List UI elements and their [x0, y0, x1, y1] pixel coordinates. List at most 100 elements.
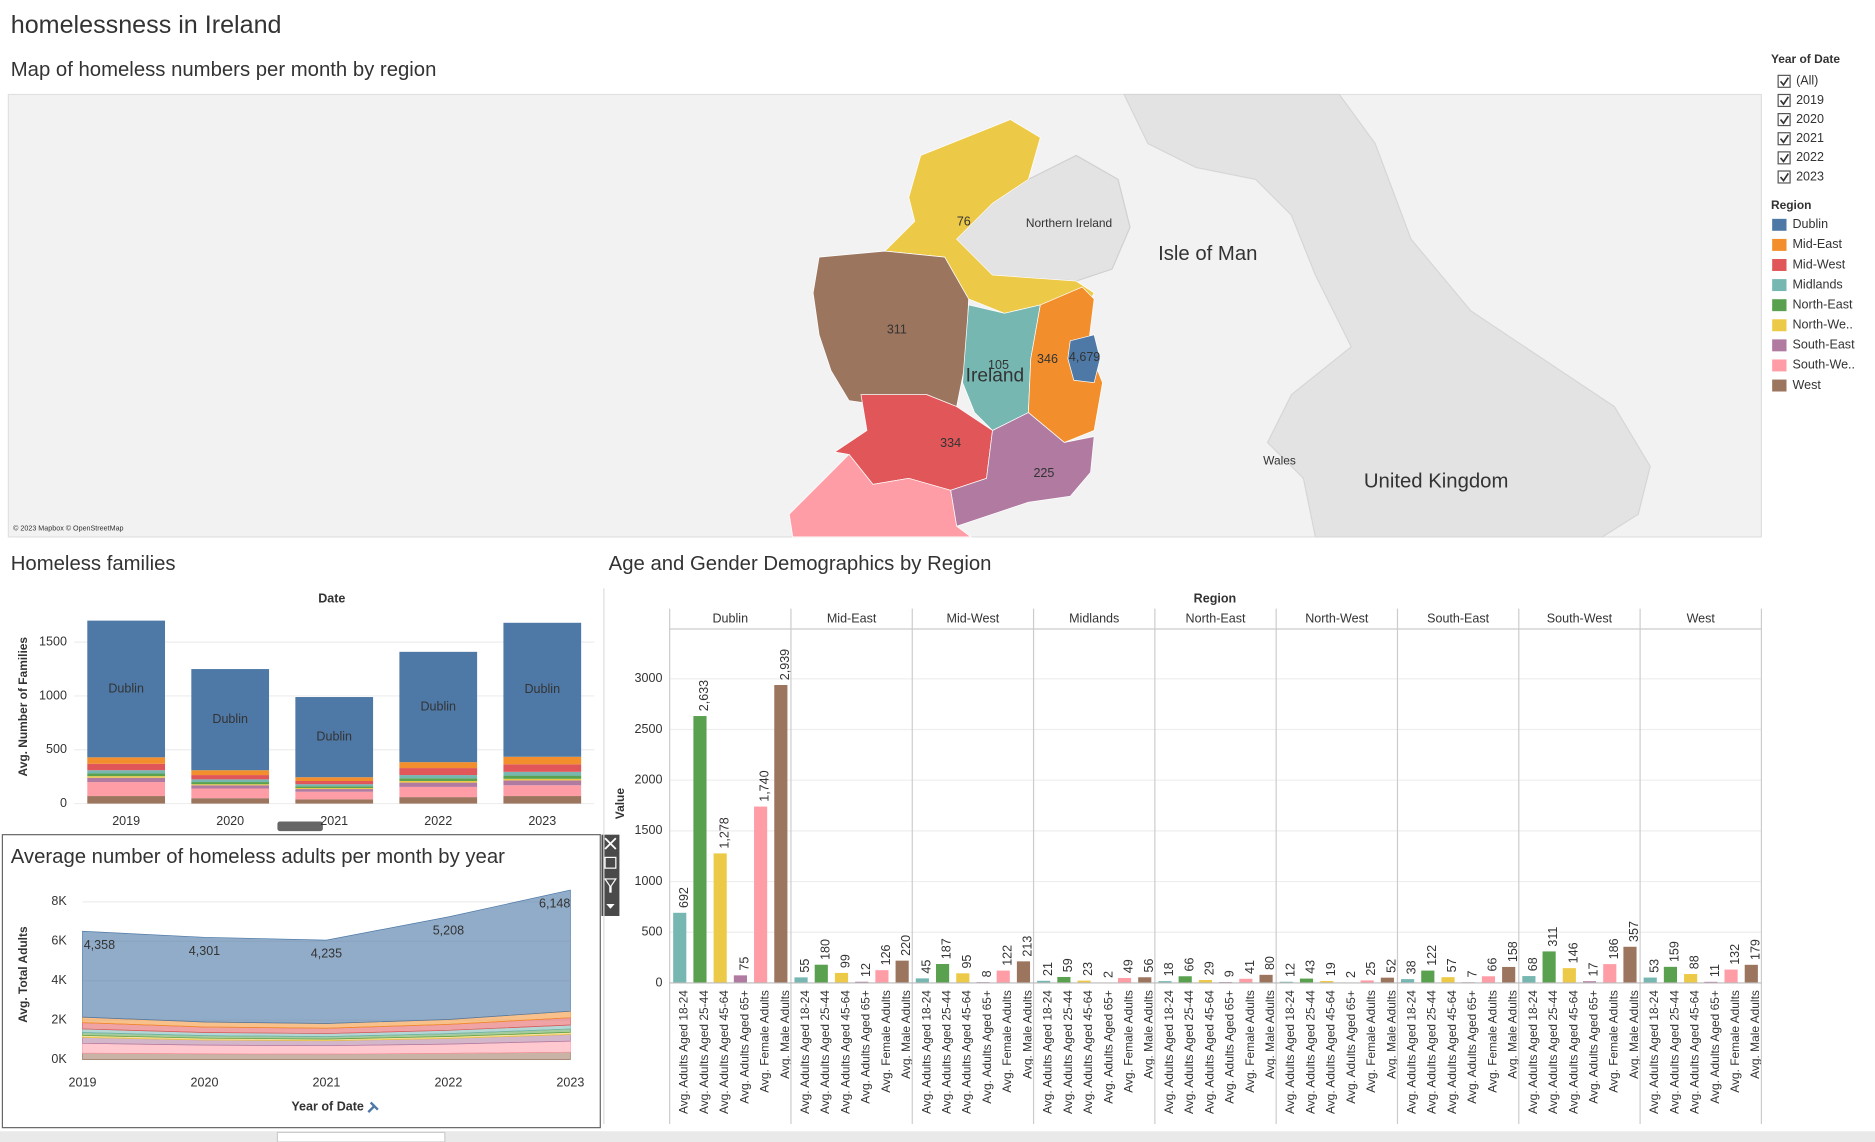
bar-segment[interactable]: [503, 785, 582, 797]
bar-segment[interactable]: [295, 789, 374, 792]
bar[interactable]: [673, 912, 687, 983]
bar[interactable]: [936, 963, 950, 983]
bar-segment[interactable]: [503, 771, 582, 776]
bar[interactable]: [1117, 977, 1132, 983]
bar-segment[interactable]: [399, 775, 478, 779]
bar-segment[interactable]: [295, 784, 374, 787]
bar[interactable]: [1259, 974, 1273, 983]
bar[interactable]: [915, 978, 929, 983]
bar[interactable]: [1057, 976, 1071, 983]
bar-segment[interactable]: [191, 770, 270, 776]
bar-segment[interactable]: [191, 775, 270, 780]
bar[interactable]: [1724, 969, 1738, 983]
map-region[interactable]: [1067, 334, 1101, 384]
bar[interactable]: [855, 981, 869, 983]
bar[interactable]: [713, 853, 727, 983]
close-icon[interactable]: [604, 837, 617, 850]
bar-segment[interactable]: [503, 764, 582, 772]
checkbox[interactable]: [1777, 74, 1791, 88]
bar-segment[interactable]: [503, 780, 582, 786]
bar[interactable]: [1016, 961, 1031, 983]
bar[interactable]: [1522, 976, 1536, 983]
active-tab[interactable]: [276, 1131, 446, 1142]
bar[interactable]: [1401, 979, 1415, 983]
bar[interactable]: [1582, 981, 1597, 983]
bar[interactable]: [834, 972, 849, 983]
bar[interactable]: [1542, 951, 1556, 983]
bar-segment[interactable]: [399, 782, 478, 787]
bar-segment[interactable]: [399, 762, 478, 769]
bar-segment[interactable]: [503, 622, 582, 757]
bar[interactable]: [733, 975, 747, 983]
bar-segment[interactable]: [191, 788, 270, 799]
bar-segment[interactable]: [87, 757, 166, 764]
bar[interactable]: [794, 977, 808, 983]
bar[interactable]: [1360, 980, 1374, 983]
bar-segment[interactable]: [503, 756, 582, 765]
bar-segment[interactable]: [399, 768, 478, 776]
map-region[interactable]: [788, 453, 973, 538]
bar[interactable]: [693, 716, 707, 983]
bar[interactable]: [1562, 968, 1576, 983]
bar[interactable]: [1502, 966, 1516, 983]
menu-icon[interactable]: [606, 904, 615, 909]
bar[interactable]: [1421, 970, 1435, 983]
bar[interactable]: [1178, 976, 1192, 983]
bar[interactable]: [1684, 974, 1698, 983]
bar-segment[interactable]: [87, 763, 166, 771]
bar[interactable]: [754, 806, 768, 983]
bar-segment[interactable]: [87, 620, 166, 758]
bar[interactable]: [996, 970, 1010, 983]
bar-segment[interactable]: [399, 786, 478, 798]
bar-segment[interactable]: [87, 770, 166, 774]
bar-segment[interactable]: [191, 779, 270, 783]
bar[interactable]: [1037, 980, 1051, 983]
bar-segment[interactable]: [87, 773, 166, 777]
bar[interactable]: [1138, 977, 1152, 983]
bar[interactable]: [1239, 978, 1253, 983]
bar-segment[interactable]: [295, 799, 374, 804]
bar[interactable]: [774, 685, 788, 983]
bar-segment[interactable]: [399, 778, 478, 781]
checkbox[interactable]: [1777, 113, 1791, 127]
bar-segment[interactable]: [503, 796, 582, 804]
bar[interactable]: [1603, 964, 1617, 983]
bar-segment[interactable]: [503, 775, 582, 779]
bar-segment[interactable]: [191, 785, 270, 789]
map-region[interactable]: [950, 412, 1095, 527]
checkbox[interactable]: [1777, 170, 1791, 184]
bar-segment[interactable]: [191, 784, 270, 786]
bar[interactable]: [1198, 980, 1212, 983]
bar[interactable]: [875, 970, 889, 983]
bar-segment[interactable]: [295, 786, 374, 788]
bar[interactable]: [1744, 964, 1758, 983]
popout-icon[interactable]: [604, 856, 617, 869]
bar-segment[interactable]: [503, 778, 582, 781]
bar[interactable]: [1077, 980, 1091, 983]
bar-segment[interactable]: [87, 776, 166, 778]
bar-segment[interactable]: [295, 787, 374, 790]
bar[interactable]: [895, 960, 909, 983]
bar[interactable]: [1299, 978, 1314, 983]
bar-segment[interactable]: [295, 791, 374, 800]
bar[interactable]: [1380, 977, 1394, 983]
bar[interactable]: [1158, 981, 1172, 983]
checkbox[interactable]: [1777, 151, 1791, 165]
bar[interactable]: [1320, 981, 1334, 983]
bar-segment[interactable]: [191, 798, 270, 804]
bar-segment[interactable]: [295, 697, 374, 778]
bar-segment[interactable]: [87, 796, 166, 804]
area[interactable]: [82, 889, 571, 1024]
checkbox[interactable]: [1777, 93, 1791, 108]
bar[interactable]: [1481, 976, 1496, 983]
drag-handle[interactable]: [277, 821, 323, 832]
bar[interactable]: [956, 973, 970, 983]
bar-segment[interactable]: [399, 651, 478, 763]
bar-segment[interactable]: [87, 777, 166, 783]
checkbox[interactable]: [1777, 132, 1791, 146]
bar-segment[interactable]: [295, 780, 374, 785]
bar-segment[interactable]: [399, 780, 478, 783]
bar-segment[interactable]: [191, 782, 270, 785]
bar[interactable]: [1441, 977, 1455, 983]
bar[interactable]: [1643, 977, 1657, 983]
